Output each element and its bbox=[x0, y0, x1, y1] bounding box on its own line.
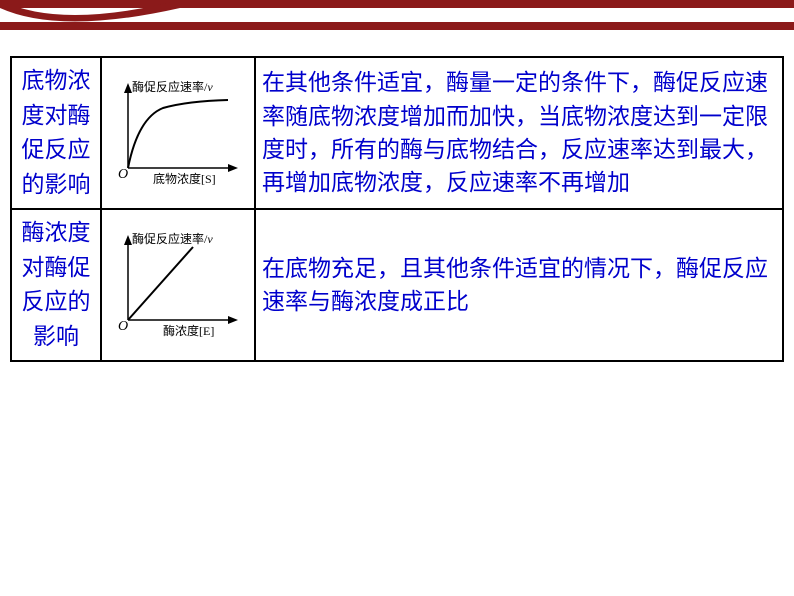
row-label: 酶浓度对酶促反应的影响 bbox=[11, 209, 101, 361]
header-decoration bbox=[0, 0, 794, 40]
header-curve bbox=[0, 0, 180, 30]
y-axis-var: v bbox=[207, 80, 213, 94]
chart-cell: 酶促反应速率/v O 底物浓度[S] bbox=[101, 57, 255, 209]
row-description: 在底物充足，且其他条件适宜的情况下，酶促反应速率与酶浓度成正比 bbox=[255, 209, 783, 361]
y-axis-label: 酶促反应速率/ bbox=[132, 79, 208, 94]
table-row: 酶浓度对酶促反应的影响 酶促反应速率/v O 酶浓度[E] 在底物充足，且其他条… bbox=[11, 209, 783, 361]
x-axis-label: 酶浓度[E] bbox=[163, 323, 214, 338]
x-axis-label: 底物浓度[S] bbox=[153, 171, 216, 186]
table-row: 底物浓度对酶促反应的影响 酶促反应速率/v O 底物浓度[S] 在其他条件适宜，… bbox=[11, 57, 783, 209]
saturation-chart: 酶促反应速率/v O 底物浓度[S] bbox=[108, 73, 248, 193]
y-axis-var: v bbox=[207, 232, 213, 246]
linear-chart: 酶促反应速率/v O 酶浓度[E] bbox=[108, 225, 248, 345]
row-description: 在其他条件适宜，酶量一定的条件下，酶促反应速率随底物浓度增加而加快，当底物浓度达… bbox=[255, 57, 783, 209]
row-label: 底物浓度对酶促反应的影响 bbox=[11, 57, 101, 209]
svg-text:酶促反应速率/v: 酶促反应速率/v bbox=[132, 79, 213, 94]
svg-text:酶促反应速率/v: 酶促反应速率/v bbox=[132, 231, 213, 246]
origin-label: O bbox=[118, 167, 128, 182]
enzyme-table: 底物浓度对酶促反应的影响 酶促反应速率/v O 底物浓度[S] 在其他条件适宜，… bbox=[10, 56, 784, 362]
origin-label: O bbox=[118, 319, 128, 334]
chart-cell: 酶促反应速率/v O 酶浓度[E] bbox=[101, 209, 255, 361]
y-axis-label: 酶促反应速率/ bbox=[132, 231, 208, 246]
